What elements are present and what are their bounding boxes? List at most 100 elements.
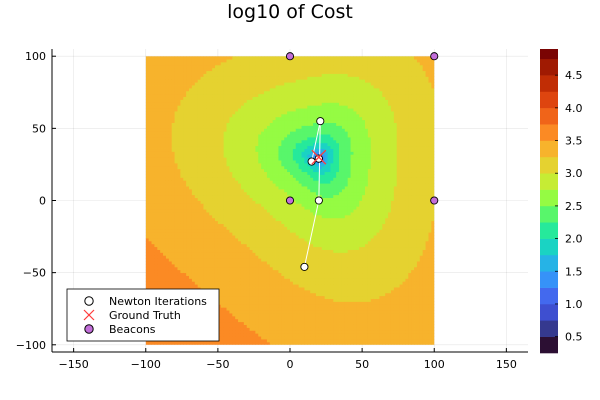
contour-cell: [212, 263, 216, 268]
contour-cell: [148, 105, 152, 109]
contour-cell: [278, 134, 282, 138]
contour-cell: [229, 79, 233, 83]
contour-cell: [275, 298, 279, 302]
contour-cell: [154, 243, 158, 248]
contour-cell: [238, 212, 242, 216]
contour-cell: [220, 125, 225, 129]
contour-cell: [157, 137, 161, 141]
contour-cell: [281, 301, 285, 305]
contour-cell: [165, 111, 170, 115]
contour-cell: [269, 206, 274, 210]
contour-cell: [243, 226, 248, 230]
contour-cell: [163, 128, 167, 132]
contour-cell: [180, 171, 184, 175]
contour-cell: [145, 266, 150, 271]
contour-cell: [163, 240, 167, 245]
contour-cell: [238, 229, 242, 233]
contour-cell: [203, 168, 207, 173]
contour-cell: [157, 269, 161, 274]
contour-cell: [160, 145, 164, 149]
contour-cell: [183, 154, 187, 158]
contour-cell: [232, 307, 236, 311]
contour-cell: [232, 289, 236, 294]
contour-cell: [160, 70, 164, 74]
contour-cell: [266, 212, 271, 216]
contour-cell: [191, 131, 196, 135]
contour-cell: [189, 125, 193, 129]
contour-cell: [183, 235, 187, 239]
contour-cell: [240, 313, 245, 317]
contour-cell: [240, 223, 245, 227]
contour-cell: [278, 307, 282, 311]
contour-cell: [252, 171, 256, 175]
contour-cell: [217, 56, 222, 60]
contour-cell: [194, 238, 199, 242]
contour-cell: [189, 108, 193, 112]
contour-cell: [266, 79, 271, 83]
contour-cell: [165, 168, 170, 173]
contour-cell: [284, 284, 288, 288]
contour-cell: [145, 125, 150, 129]
contour-cell: [160, 281, 164, 285]
contour-cell: [284, 99, 288, 103]
contour-cell: [264, 235, 268, 239]
contour-cell: [183, 70, 187, 74]
contour-cell: [206, 272, 210, 276]
contour-cell: [249, 330, 253, 334]
contour-cell: [284, 252, 288, 256]
contour-cell: [238, 59, 242, 63]
contour-cell: [252, 105, 256, 109]
contour-cell: [200, 174, 204, 178]
contour-cell: [157, 220, 161, 224]
contour-cell: [212, 85, 216, 89]
contour-cell: [189, 258, 193, 262]
contour-cell: [200, 243, 204, 248]
contour-cell: [168, 180, 173, 184]
contour-cell: [269, 93, 274, 98]
contour-cell: [191, 197, 196, 201]
contour-cell: [180, 186, 184, 190]
contour-cell: [261, 128, 265, 132]
contour-cell: [281, 315, 285, 320]
contour-cell: [287, 281, 291, 285]
contour-cell: [160, 278, 164, 282]
contour-cell: [275, 142, 279, 147]
contour-cell: [214, 151, 219, 155]
contour-cell: [189, 113, 193, 118]
contour-cell: [212, 113, 216, 118]
contour-cell: [189, 206, 193, 210]
contour-cell: [203, 177, 207, 181]
contour-cell: [235, 128, 239, 132]
contour-cell: [214, 102, 219, 106]
contour-cell: [284, 131, 288, 135]
contour-cell: [209, 59, 213, 63]
contour-cell: [180, 194, 184, 199]
contour-cell: [217, 310, 222, 314]
contour-cell: [206, 209, 210, 213]
contour-cell: [281, 272, 285, 276]
contour-cell: [148, 197, 152, 201]
contour-cell: [165, 263, 170, 268]
contour-cell: [243, 145, 248, 149]
contour-cell: [180, 266, 184, 271]
contour-cell: [157, 258, 161, 262]
contour-cell: [145, 240, 150, 245]
contour-cell: [151, 177, 155, 181]
contour-cell: [183, 272, 187, 276]
contour-cell: [258, 304, 262, 308]
contour-cell: [264, 336, 268, 340]
contour-cell: [174, 116, 178, 121]
contour-cell: [154, 79, 158, 83]
contour-cell: [203, 154, 207, 158]
contour-cell: [281, 336, 285, 340]
contour-cell: [160, 246, 164, 250]
contour-cell: [261, 313, 265, 317]
contour-cell: [191, 90, 196, 95]
contour-cell: [165, 209, 170, 213]
contour-cell: [278, 258, 282, 262]
contour-cell: [151, 160, 155, 164]
contour-cell: [226, 64, 230, 69]
contour-cell: [212, 174, 216, 178]
contour-cell: [240, 318, 245, 323]
contour-cell: [171, 131, 176, 135]
